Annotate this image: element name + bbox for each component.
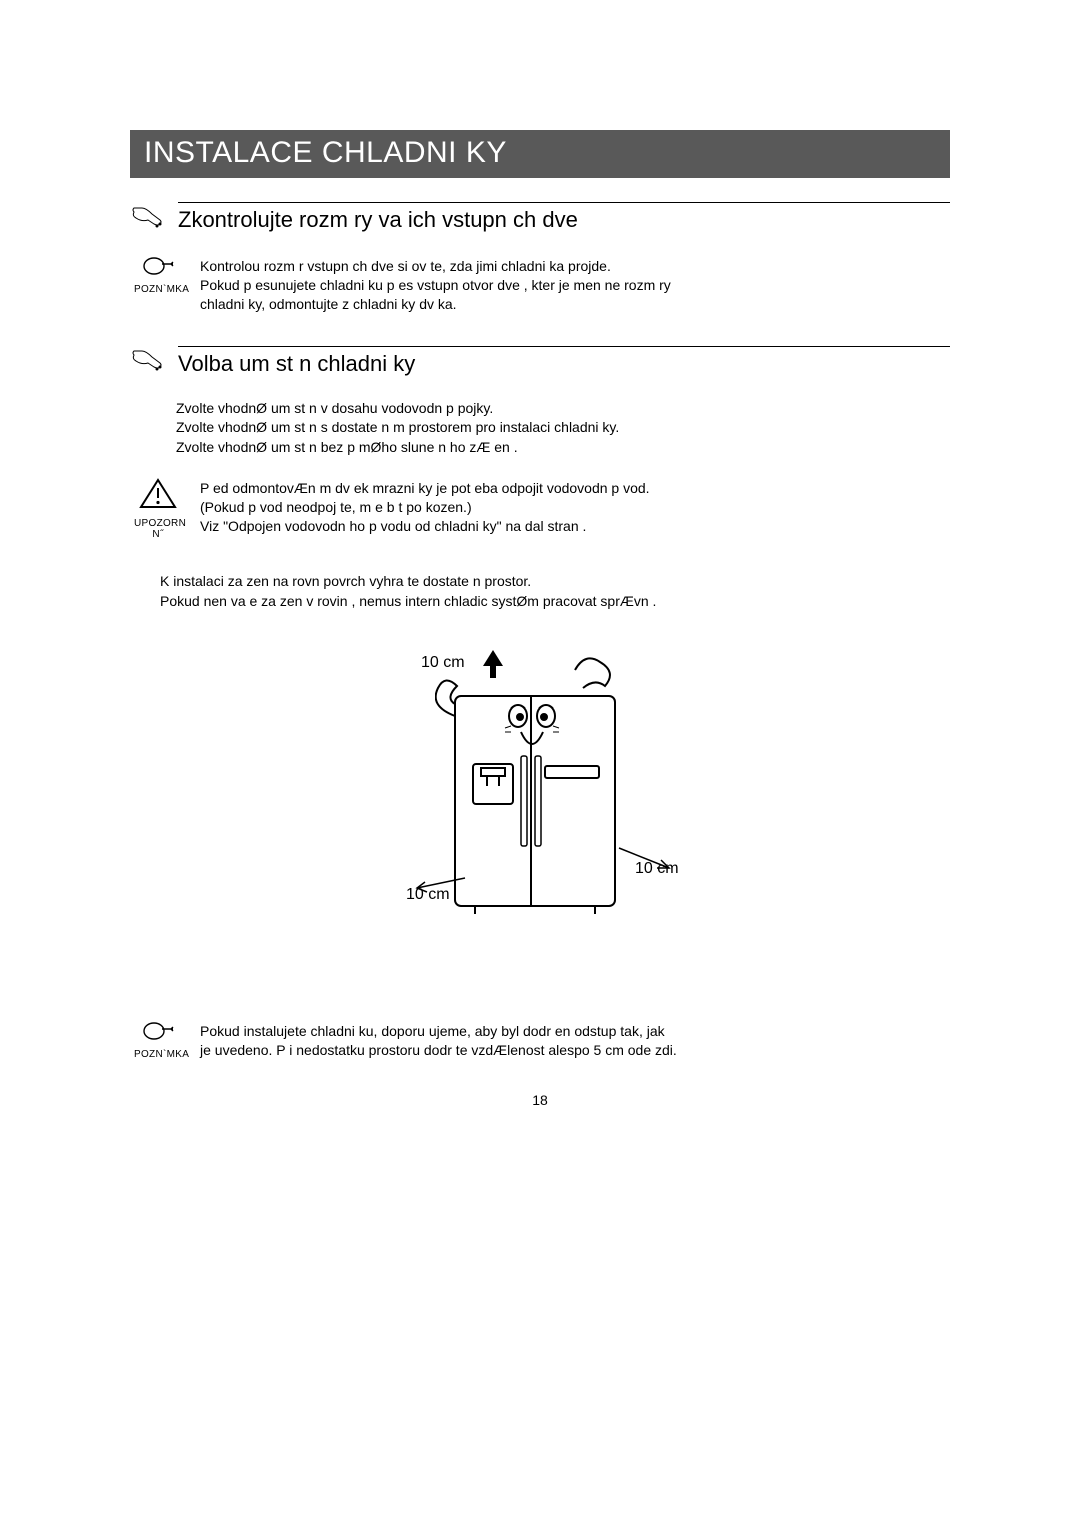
warning-block: UPOZORN N˝ P ed odmontovÆn m dv ek mrazn… (130, 477, 950, 540)
clearance-label-right: 10 cm (635, 860, 679, 878)
section-header-doors: Zkontrolujte rozm ry va ich vstupn ch dv… (130, 202, 950, 233)
page-title-bar: INSTALACE CHLADNI KY (130, 130, 950, 178)
fridge-clearance-figure: 10 cm (385, 640, 695, 940)
note-icon: POZN`MKA (134, 1020, 182, 1060)
clearance-label-left: 10 cm (406, 886, 450, 904)
warning-text: P ed odmontovÆn m dv ek mrazni ky je pot… (200, 477, 950, 536)
note-text: Kontrolou rozm r vstupn ch dve si ov te,… (200, 255, 950, 314)
install-text: K instalaci za zen na rovn povrch vyhra … (160, 572, 950, 611)
hand-point-icon (130, 347, 164, 375)
note-text: Pokud instalujete chladni ku, doporu uje… (200, 1020, 950, 1060)
note-block-bottom: POZN`MKA Pokud instalujete chladni ku, d… (130, 1020, 950, 1060)
body-text: Zvolte vhodnØ um st n v dosahu vodovodn … (176, 399, 950, 458)
section-header-placement: Volba um st n chladni ky (130, 346, 950, 377)
note-icon: POZN`MKA (134, 255, 182, 295)
warning-icon: UPOZORN N˝ (134, 477, 182, 540)
note-block: POZN`MKA Kontrolou rozm r vstupn ch dve … (130, 255, 950, 314)
section-title: Zkontrolujte rozm ry va ich vstupn ch dv… (178, 207, 950, 233)
section-title: Volba um st n chladni ky (178, 351, 950, 377)
hand-point-icon (130, 204, 164, 232)
page-number: 18 (130, 1092, 950, 1108)
